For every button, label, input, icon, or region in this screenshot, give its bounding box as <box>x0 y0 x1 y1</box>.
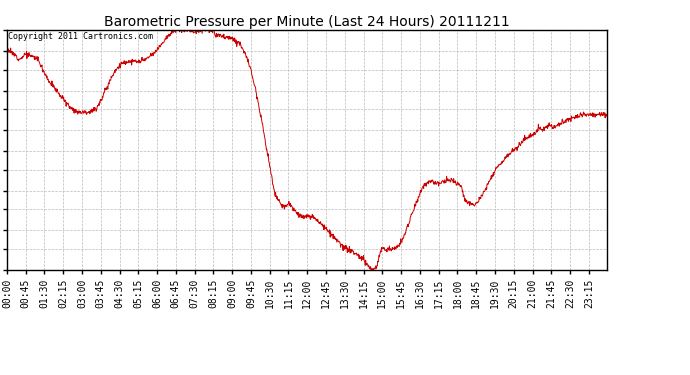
Title: Barometric Pressure per Minute (Last 24 Hours) 20111211: Barometric Pressure per Minute (Last 24 … <box>104 15 510 29</box>
Text: Copyright 2011 Cartronics.com: Copyright 2011 Cartronics.com <box>8 32 153 41</box>
